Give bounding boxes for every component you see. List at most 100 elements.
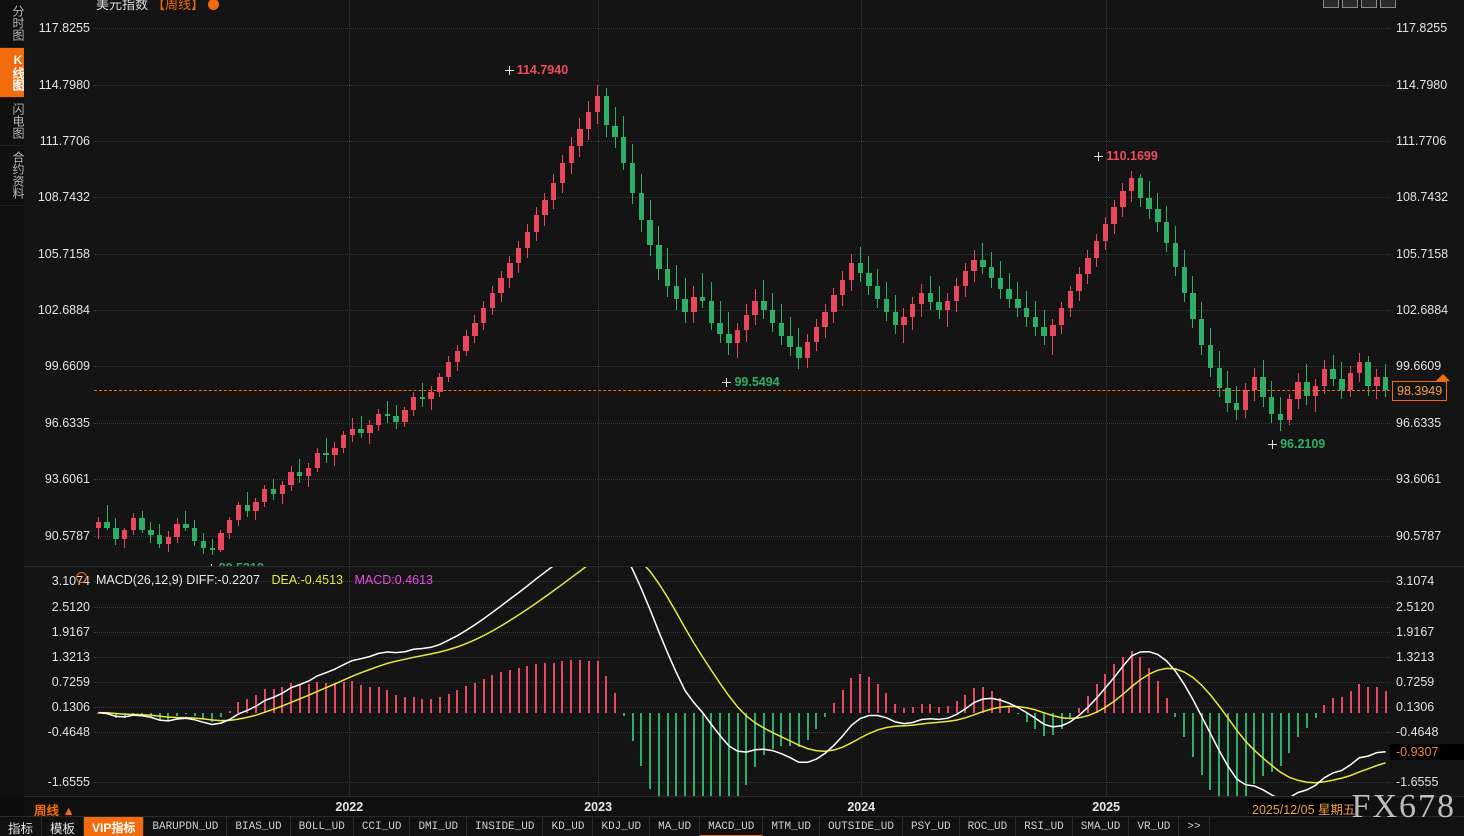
candle-body [673, 285, 680, 299]
last-price-tag[interactable]: 98.3949 [1392, 381, 1448, 402]
price-chart-pane[interactable]: 美元指数 【周线】 117.8255 114.7980 111.7706 108.743… [24, 0, 1464, 575]
candlestick [332, 442, 338, 467]
candlestick [1085, 250, 1091, 284]
macd-histogram-bar [622, 712, 625, 716]
candle-body [769, 309, 776, 323]
candle-wick [421, 382, 423, 407]
macd-histogram-bar [368, 686, 371, 713]
window-button-4[interactable] [1380, 0, 1396, 8]
candlestick [699, 272, 706, 308]
toolbar-vip[interactable]: VIP指标 [84, 817, 145, 836]
macd-tick-right: 0.1306 [1396, 700, 1435, 715]
candle-body [1251, 376, 1257, 390]
macd-histogram-bar [1384, 690, 1387, 713]
macd-histogram-bar [456, 690, 459, 713]
candlestick [936, 285, 942, 320]
candle-wick [947, 293, 949, 327]
macd-histogram-bar [132, 712, 135, 715]
toolbar-indicator-macd-ud[interactable]: MACD_UD [700, 817, 764, 836]
candlestick [156, 524, 163, 549]
macd-histogram-bar [176, 712, 179, 716]
settings-dot-icon[interactable] [208, 0, 220, 10]
candle-body [235, 505, 242, 521]
toolbar-indicator-ma-ud[interactable]: MA_UD [650, 817, 701, 836]
macd-macd-value: MACD:0.4613 [354, 573, 434, 587]
macd-plot-area[interactable] [94, 567, 1390, 836]
toolbar-indicator-outside-ud[interactable]: OUTSIDE_UD [820, 817, 903, 836]
toolbar-indicator-inside-ud[interactable]: INSIDE_UD [467, 817, 544, 836]
macd-pane[interactable]: MACD(26,12,9) DIFF:-0.2207 DEA:-0.4513 M… [24, 566, 1464, 836]
candlestick [1181, 250, 1187, 303]
macd-histogram-bar [1349, 691, 1352, 713]
sidebar-item-timeshare[interactable]: 分时图 [0, 0, 25, 48]
candlestick [568, 136, 574, 174]
toolbar-indicator-kd-ud[interactable]: KD_UD [543, 817, 594, 836]
candlestick [165, 531, 172, 552]
sidebar-item-label: 闪电图 [11, 103, 25, 139]
toolbar-indicator-roc-ud[interactable]: ROC_UD [960, 817, 1017, 836]
macd-histogram-bar [543, 663, 546, 713]
candle-body [936, 302, 942, 310]
toolbar-indicator[interactable]: 指标 [0, 817, 43, 836]
toolbar-indicator-rsi-ud[interactable]: RSI_UD [1016, 817, 1073, 836]
window-button-3[interactable] [1361, 0, 1377, 8]
window-buttons[interactable] [1323, 0, 1396, 8]
toolbar-indicator-sma-ud[interactable]: SMA_UD [1073, 817, 1130, 836]
sidebar-item-contract[interactable]: 合约资料 [0, 146, 25, 206]
toolbar-indicator-bias-ud[interactable]: BIAS_UD [227, 817, 291, 836]
candlestick [857, 246, 863, 282]
toolbar-indicator-boll-ud[interactable]: BOLL_UD [291, 817, 354, 836]
macd-histogram-bar [929, 704, 932, 713]
macd-histogram-bar [570, 660, 573, 713]
macd-histogram-bar [614, 693, 617, 713]
candle-body [612, 125, 618, 137]
macd-settings-icon[interactable] [76, 572, 87, 583]
candlestick [804, 334, 811, 368]
macd-tick-left: 1.3213 [51, 649, 90, 664]
candlestick [314, 447, 320, 472]
macd-histogram-bar [1367, 687, 1370, 713]
toolbar-indicator--[interactable]: >> [1179, 817, 1210, 836]
annotation-crosshair-icon [1094, 151, 1104, 161]
toolbar-indicator-cci-ud[interactable]: CCI_UD [354, 817, 411, 836]
candlestick [270, 479, 277, 500]
candlestick [130, 512, 137, 536]
candle-body [1050, 324, 1056, 336]
toolbar-indicator-psy-ud[interactable]: PSY_UD [903, 817, 960, 836]
macd-histogram-bar [1288, 712, 1291, 754]
window-button-2[interactable] [1342, 0, 1358, 8]
candle-body [95, 522, 102, 528]
candlestick [200, 533, 207, 554]
candle-body [1120, 190, 1126, 208]
macd-histogram-bar [579, 660, 581, 713]
sidebar-item-lightning[interactable]: 闪电图 [0, 98, 25, 146]
candle-body [848, 263, 855, 281]
candlestick [708, 281, 715, 331]
indicator-toolbar[interactable]: 指标 模板 VIP指标 BARUPDN_UD BIAS_UD BOLL_UD CCI_UD D… [0, 816, 1464, 836]
macd-histogram-bar [123, 712, 126, 718]
candlestick [419, 382, 426, 407]
toolbar-indicator-vr-ud[interactable]: VR_UD [1129, 817, 1180, 836]
candle-body [892, 311, 898, 325]
toolbar-indicator-barupdn-ud[interactable]: BARUPDN_UD [144, 817, 228, 836]
toolbar-template[interactable]: 模板 [42, 817, 85, 836]
toolbar-indicator-dmi-ud[interactable]: DMI_UD [410, 817, 468, 836]
candle-body [839, 280, 846, 295]
candlestick [480, 300, 487, 331]
candle-wick [106, 505, 108, 530]
period-label[interactable]: 周线 ▲ [34, 804, 75, 818]
macd-histogram-bar [219, 712, 222, 718]
candlestick [148, 522, 154, 543]
macd-histogram-bar [736, 712, 739, 801]
macd-histogram-bar [946, 706, 949, 713]
toolbar-indicator-mtm-ud[interactable]: MTM_UD [763, 817, 820, 836]
candlestick [656, 226, 662, 281]
macd-histogram-bar [1121, 656, 1124, 713]
candlestick [910, 296, 916, 331]
sidebar-item-kline[interactable]: K线图 [0, 48, 25, 98]
candlestick [297, 458, 303, 484]
candle-body [699, 296, 706, 301]
toolbar-indicator-kdj-ud[interactable]: KDJ_UD [593, 817, 651, 836]
window-button-1[interactable] [1323, 0, 1339, 8]
